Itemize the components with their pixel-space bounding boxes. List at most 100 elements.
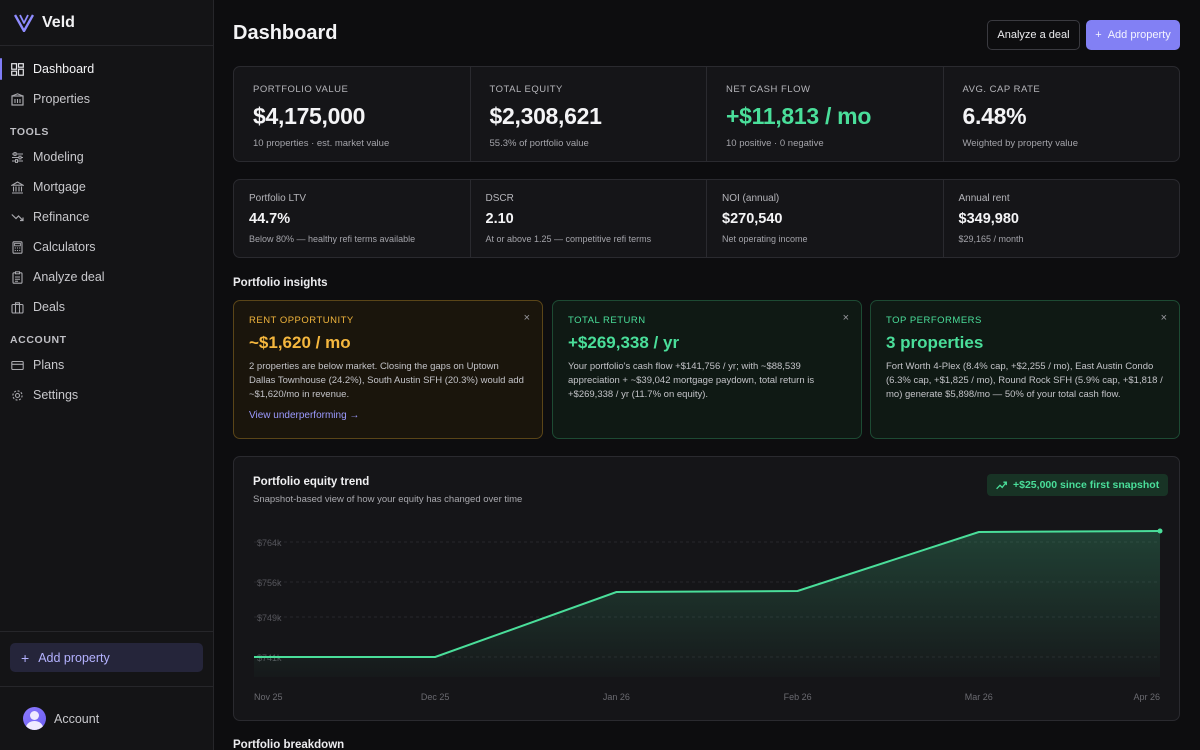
insight-label: RENT OPPORTUNITY	[249, 315, 354, 326]
add-property-label: Add property	[1107, 29, 1171, 41]
trend-down-icon	[10, 210, 24, 224]
sidebar-item-refinance[interactable]: Refinance	[0, 202, 213, 232]
stat-card-annual-rent: Annual rent $349,980 $29,165 / month	[944, 180, 1180, 257]
x-tick-label: Feb 26	[784, 692, 812, 702]
insight-value: 3 properties	[886, 333, 984, 352]
sidebar-item-label: Deals	[33, 300, 65, 314]
stat-subtext: Below 80% — healthy refi terms available	[249, 234, 416, 244]
stat-label: DSCR	[485, 193, 514, 204]
insight-text: 2 properties are below market. Closing t…	[249, 361, 524, 400]
stat-value: 2.10	[485, 211, 514, 227]
stat-value: $270,540	[722, 211, 783, 227]
analyze-deal-button[interactable]: Analyze a deal	[987, 20, 1080, 50]
stat-subtext: $29,165 / month	[958, 234, 1024, 244]
sidebar-item-dashboard[interactable]: Dashboard	[0, 54, 213, 84]
avatar	[23, 707, 46, 730]
sidebar-item-calculators[interactable]: Calculators	[0, 232, 213, 262]
x-tick-label: Jan 26	[603, 692, 630, 702]
sidebar-item-label: Plans	[33, 358, 65, 372]
calculator-icon	[10, 240, 24, 254]
kpi-card-total-equity: TOTAL EQUITY $2,308,621 55.3% of portfol…	[471, 67, 707, 161]
stat-label: Annual rent	[958, 193, 1010, 204]
stat-value: 44.7%	[249, 211, 291, 227]
stat-subtext: At or above 1.25 — competitive refi term…	[485, 234, 652, 244]
sidebar-item-modeling[interactable]: Modeling	[0, 142, 213, 172]
bank-icon	[10, 180, 24, 194]
y-tick-label: $749k	[257, 613, 282, 623]
card-icon	[10, 358, 24, 372]
building-icon	[10, 92, 24, 106]
close-icon[interactable]: ×	[1160, 312, 1167, 324]
sidebar-item-label: Dashboard	[33, 62, 95, 76]
breakdown-section-title: Portfolio breakdown	[233, 739, 345, 750]
y-tick-label: $756k	[257, 578, 282, 588]
trend-subtitle: Snapshot-based view of how your equity h…	[253, 494, 523, 505]
plus-icon: +	[21, 649, 30, 666]
sidebar-item-label: Refinance	[33, 210, 90, 224]
x-tick-label: Apr 26	[1133, 692, 1160, 702]
x-tick-label: Nov 25	[254, 692, 283, 702]
tools-heading: TOOLS	[10, 126, 49, 138]
close-icon[interactable]: ×	[523, 312, 530, 324]
close-icon[interactable]: ×	[842, 312, 849, 324]
clipboard-icon	[10, 270, 24, 284]
kpi-value: 6.48%	[962, 103, 1027, 129]
kpi-value: $4,175,000	[253, 103, 366, 129]
insight-card-top-performers: × TOP PERFORMERS 3 properties Fort Worth…	[870, 300, 1180, 439]
sidebar-item-properties[interactable]: Properties	[0, 84, 213, 114]
trend-up-icon	[996, 481, 1007, 490]
view-underperforming-link[interactable]: View underperforming →	[249, 410, 360, 421]
sidebar-item-settings[interactable]: Settings	[0, 380, 213, 410]
kpi-subtext: 55.3% of portfolio value	[489, 138, 589, 149]
main-content: Dashboard Analyze a deal + Add property …	[214, 0, 1200, 750]
sidebar-item-label: Settings	[33, 388, 79, 402]
insight-label: TOTAL RETURN	[568, 315, 646, 326]
kpi-value: $2,308,621	[489, 103, 602, 129]
kpi-subtext: 10 properties · est. market value	[253, 138, 390, 149]
briefcase-icon	[10, 300, 24, 314]
stat-subtext: Net operating income	[722, 234, 808, 244]
kpi-subtext: Weighted by property value	[962, 138, 1078, 149]
insight-value: +$269,338 / yr	[568, 333, 680, 352]
sidebar-item-plans[interactable]: Plans	[0, 350, 213, 380]
kpi-card-portfolio-value: PORTFOLIO VALUE $4,175,000 10 properties…	[234, 67, 471, 161]
account-menu[interactable]: Account	[23, 707, 99, 730]
kpi-label: PORTFOLIO VALUE	[253, 84, 349, 95]
y-tick-label: $764k	[257, 538, 282, 548]
page-title: Dashboard	[233, 22, 338, 44]
equity-area	[254, 531, 1160, 677]
sidebar-item-label: Analyze deal	[33, 270, 105, 284]
kpi-subtext: 10 positive · 0 negative	[726, 138, 824, 149]
equity-data-point	[1157, 528, 1163, 534]
kpi-row: PORTFOLIO VALUE $4,175,000 10 properties…	[233, 66, 1180, 162]
stat-label: NOI (annual)	[722, 193, 780, 204]
trend-badge-text: +$25,000 since first snapshot	[1013, 479, 1160, 491]
plus-icon: +	[1095, 29, 1102, 41]
kpi-value: +$11,813 / mo	[726, 103, 872, 129]
trend-change-badge: +$25,000 since first snapshot	[987, 474, 1169, 496]
sidebar-add-property-button[interactable]: + Add property	[10, 643, 203, 672]
sidebar-item-label: Modeling	[33, 150, 84, 164]
veld-logo-icon	[14, 13, 34, 32]
insights-section-title: Portfolio insights	[233, 277, 328, 289]
sidebar-nav: Dashboard Properties TOOLS Modeling Mort…	[0, 46, 213, 410]
sidebar-divider	[0, 686, 213, 687]
insight-label: TOP PERFORMERS	[886, 315, 982, 326]
x-tick-label: Dec 25	[421, 692, 450, 702]
account-heading: ACCOUNT	[10, 334, 67, 346]
x-tick-label: Mar 26	[965, 692, 993, 702]
stat-card-noi: NOI (annual) $270,540 Net operating inco…	[707, 180, 944, 257]
sidebar-item-label: Properties	[33, 92, 90, 106]
stat-label: Portfolio LTV	[249, 193, 307, 204]
insight-text: Fort Worth 4-Plex (8.4% cap, +$2,255 / m…	[886, 361, 1163, 400]
add-property-button[interactable]: + Add property	[1086, 20, 1180, 50]
sidebar-item-deals[interactable]: Deals	[0, 292, 213, 322]
sidebar-item-analyze-deal[interactable]: Analyze deal	[0, 262, 213, 292]
brand[interactable]: Veld	[0, 0, 213, 46]
sidebar-item-mortgage[interactable]: Mortgage	[0, 172, 213, 202]
equity-trend-card: Portfolio equity trend Snapshot-based vi…	[233, 456, 1180, 721]
kpi-label: AVG. CAP RATE	[962, 84, 1041, 95]
sidebar-item-label: Mortgage	[33, 180, 86, 194]
kpi-label: TOTAL EQUITY	[489, 84, 563, 95]
